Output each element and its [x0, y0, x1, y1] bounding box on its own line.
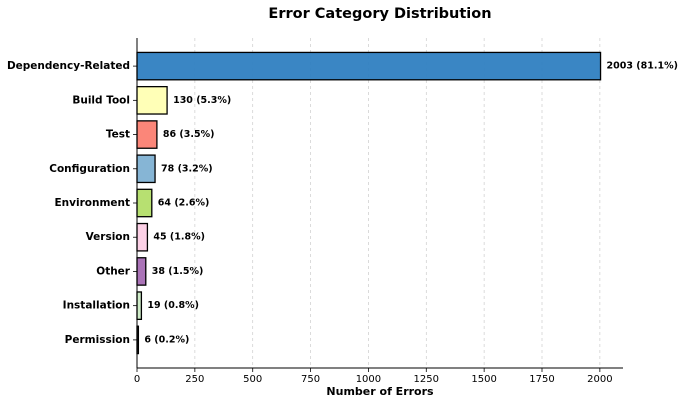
y-tick-label: Installation [63, 300, 130, 312]
value-label: 38 (1.5%) [152, 266, 204, 277]
y-tick-label: Version [86, 231, 130, 243]
value-label: 86 (3.5%) [163, 129, 215, 140]
x-tick-label: 2000 [587, 374, 612, 385]
x-tick-label: 1750 [529, 374, 554, 385]
bar [136, 222, 149, 252]
y-tick-label: Test [106, 129, 130, 141]
x-axis-label: Number of Errors [326, 385, 434, 398]
y-tick-label: Other [96, 265, 131, 277]
x-tick-label: 1500 [471, 374, 496, 385]
value-label: 6 (0.2%) [144, 334, 189, 345]
value-label: 78 (3.2%) [161, 163, 213, 174]
bar [136, 85, 168, 115]
value-label: 64 (2.6%) [158, 198, 210, 209]
value-label: 19 (0.8%) [147, 300, 199, 311]
value-label: 2003 (81.1%) [607, 61, 678, 72]
bar [136, 257, 147, 286]
chart-title: Error Category Distribution [268, 6, 491, 22]
y-tick-label: Dependency-Related [7, 60, 130, 72]
bar [136, 120, 158, 149]
bar [136, 188, 153, 218]
x-tick-label: 250 [185, 374, 204, 385]
x-tick-label: 750 [301, 374, 320, 385]
bar [136, 154, 156, 184]
y-tick-label: Permission [65, 334, 130, 346]
value-label: 130 (5.3%) [173, 95, 231, 106]
value-label: 45 (1.8%) [153, 232, 205, 243]
y-tick-label: Configuration [49, 163, 130, 175]
x-tick-label: 500 [243, 374, 262, 385]
bar [136, 291, 143, 321]
x-tick-label: 1250 [414, 374, 439, 385]
x-tick-label: 0 [134, 374, 140, 385]
bar [136, 51, 602, 81]
x-tick-label: 1000 [356, 374, 381, 385]
y-tick-label: Build Tool [72, 94, 130, 106]
y-tick-label: Environment [54, 197, 130, 209]
